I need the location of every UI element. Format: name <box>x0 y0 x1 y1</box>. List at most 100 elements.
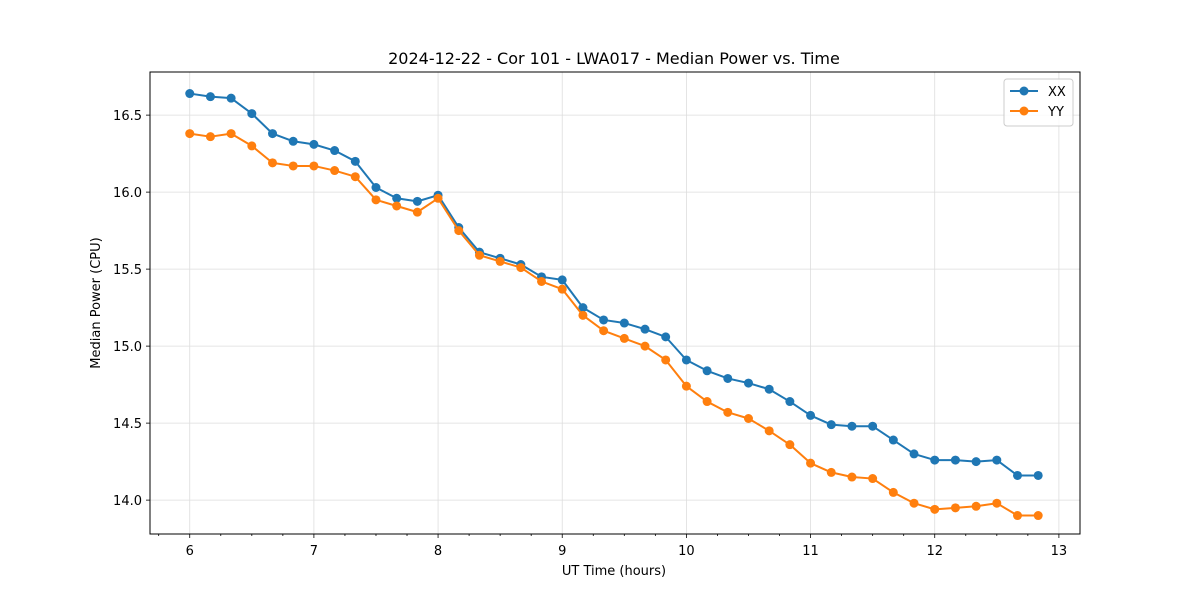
y-tick-label: 15.0 <box>113 340 142 355</box>
data-point-xx <box>723 373 733 383</box>
data-point-xx <box>371 183 381 192</box>
y-tick-label: 14.5 <box>113 417 142 432</box>
data-point-yy <box>474 250 484 260</box>
legend: XX YY <box>1003 78 1074 127</box>
data-point-xx <box>950 455 960 465</box>
data-point-xx <box>681 355 691 365</box>
data-point-yy <box>412 207 422 217</box>
data-point-yy <box>888 487 898 497</box>
data-point-xx <box>309 139 319 149</box>
data-point-xx <box>268 129 278 139</box>
data-point-xx <box>971 457 981 467</box>
data-point-yy <box>288 161 298 171</box>
legend-marker-xx <box>1019 86 1029 96</box>
data-point-xx <box>412 196 422 206</box>
data-point-yy <box>433 193 443 203</box>
data-point-yy <box>868 474 878 484</box>
data-point-xx <box>247 109 257 119</box>
data-point-yy <box>371 195 381 205</box>
legend-label-yy: YY <box>1047 105 1064 120</box>
x-tick-label: 9 <box>558 544 566 559</box>
y-axis-label: Median Power (CPU) <box>89 237 104 368</box>
x-tick-label: 13 <box>1051 544 1068 559</box>
chart-title: 2024-12-22 - Cor 101 - LWA017 - Median P… <box>388 49 840 68</box>
data-point-yy <box>578 310 588 320</box>
data-point-xx <box>205 92 215 102</box>
y-axis: 14.0 14.5 15.0 15.5 16.0 16.5 <box>113 109 150 509</box>
y-tick-label: 16.5 <box>113 109 142 124</box>
data-point-yy <box>557 284 567 294</box>
data-point-xx <box>785 397 795 407</box>
data-point-yy <box>992 498 1002 508</box>
data-point-yy <box>268 158 278 168</box>
data-point-yy <box>950 503 960 513</box>
data-point-yy <box>743 414 753 423</box>
data-point-yy <box>826 467 836 477</box>
data-point-xx <box>185 89 195 99</box>
data-point-yy <box>847 472 857 482</box>
data-point-xx <box>826 420 836 430</box>
data-point-yy <box>392 201 402 211</box>
y-tick-label: 14.0 <box>113 494 142 509</box>
x-tick-label: 12 <box>926 544 943 559</box>
series-line-xx <box>189 92 1039 477</box>
data-point-xx <box>909 449 919 459</box>
data-point-xx <box>764 384 774 394</box>
data-point-yy <box>599 326 609 336</box>
data-point-yy <box>785 440 795 450</box>
data-point-yy <box>619 333 629 343</box>
data-point-xx <box>847 421 857 431</box>
data-point-yy <box>971 501 981 511</box>
legend-marker-yy <box>1019 106 1029 116</box>
x-tick-label: 10 <box>678 544 695 559</box>
series-line-yy <box>189 132 1039 517</box>
x-tick-label: 6 <box>186 544 194 559</box>
data-point-yy <box>537 276 547 286</box>
data-point-yy <box>764 426 774 436</box>
x-tick-label: 8 <box>434 544 442 559</box>
data-point-yy <box>661 355 671 365</box>
data-point-yy <box>330 166 340 176</box>
data-point-yy <box>806 458 816 468</box>
data-point-xx <box>868 421 878 431</box>
data-point-xx <box>557 275 567 285</box>
data-point-xx <box>1013 470 1023 480</box>
data-point-xx <box>702 366 712 376</box>
plot-frame <box>149 71 1081 535</box>
data-point-yy <box>1033 511 1043 521</box>
data-point-yy <box>309 161 319 171</box>
y-tick-label: 16.0 <box>113 186 142 201</box>
data-point-yy <box>681 381 691 391</box>
x-tick-label: 7 <box>310 544 318 559</box>
data-point-yy <box>723 407 733 417</box>
data-point-yy <box>350 172 360 182</box>
data-point-yy <box>185 129 195 139</box>
data-point-yy <box>454 226 464 236</box>
data-point-xx <box>640 324 650 334</box>
data-point-xx <box>350 156 360 166</box>
data-point-yy <box>226 129 236 139</box>
data-point-yy <box>205 132 215 142</box>
x-tick-label: 11 <box>802 544 819 559</box>
grid <box>150 72 1080 534</box>
data-point-xx <box>1033 470 1043 480</box>
data-point-yy <box>702 397 712 407</box>
x-axis: 6 7 8 9 10 11 12 13 <box>158 534 1068 559</box>
data-point-xx <box>930 455 940 465</box>
data-point-yy <box>516 263 526 273</box>
data-point-yy <box>247 141 257 151</box>
data-point-yy <box>640 341 650 351</box>
data-point-xx <box>392 193 402 203</box>
data-point-xx <box>578 303 588 313</box>
data-point-yy <box>495 256 505 266</box>
data-point-yy <box>1013 511 1023 521</box>
data-point-xx <box>226 93 236 103</box>
series-layer <box>185 89 1043 521</box>
data-point-xx <box>330 146 340 156</box>
data-point-yy <box>930 504 940 514</box>
data-point-xx <box>288 136 298 146</box>
legend-label-xx: XX <box>1048 85 1066 100</box>
data-point-xx <box>992 455 1002 465</box>
data-point-xx <box>743 378 753 388</box>
